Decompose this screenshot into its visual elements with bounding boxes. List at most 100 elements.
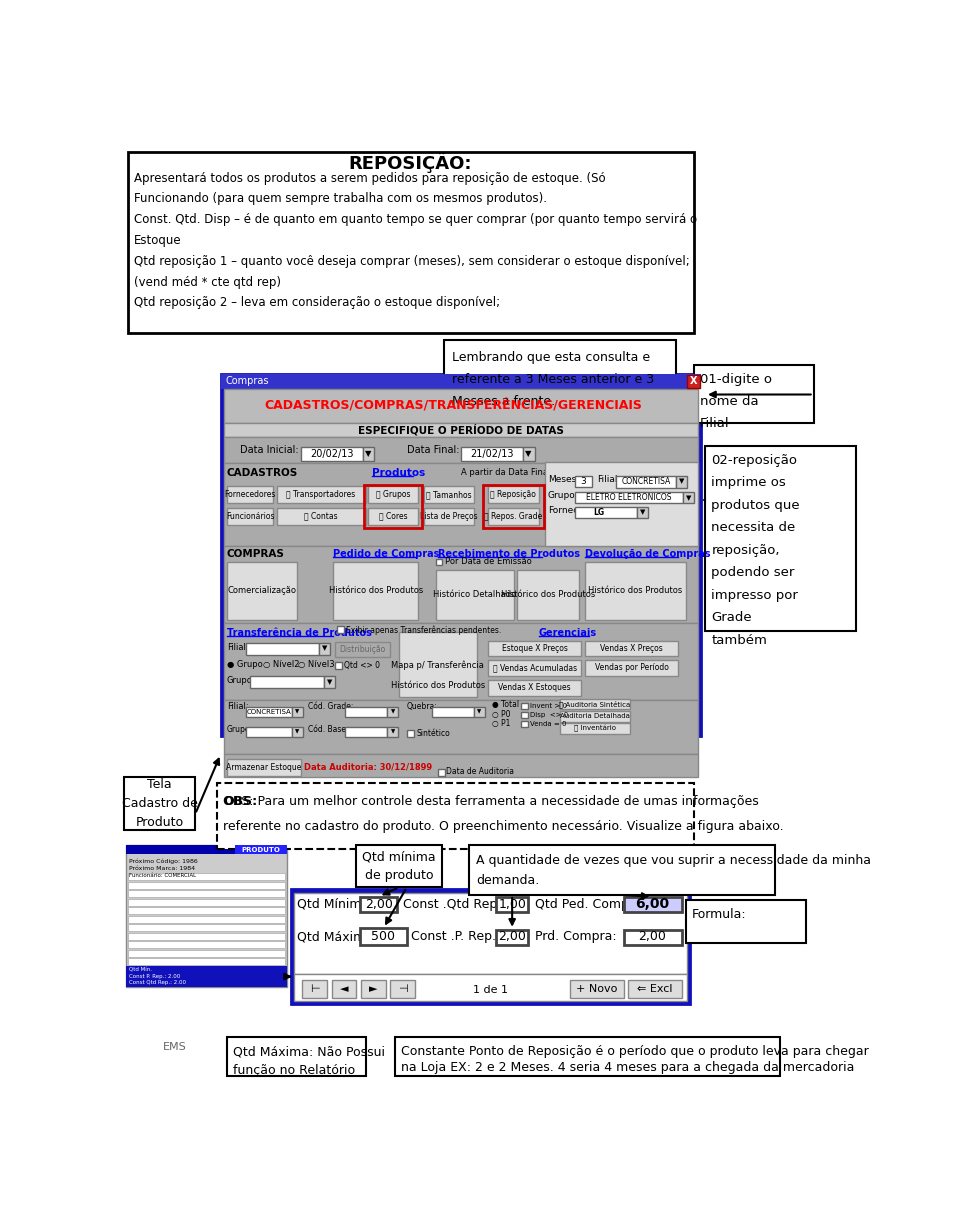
Text: Funcionários: Funcionários <box>226 512 275 521</box>
Text: COMPRAS: COMPRAS <box>227 549 285 559</box>
Text: Const P. Rep.: 2.00: Const P. Rep.: 2.00 <box>130 974 180 979</box>
Bar <box>126 966 287 988</box>
Bar <box>356 844 442 887</box>
Text: Grupo:: Grupo: <box>227 676 255 685</box>
Text: Data de Auditoria: Data de Auditoria <box>446 768 515 776</box>
Bar <box>246 643 319 655</box>
Bar <box>521 712 528 718</box>
Text: Cód. Base:: Cód. Base: <box>307 725 348 734</box>
Bar <box>363 447 374 460</box>
Text: Estoque: Estoque <box>134 234 181 247</box>
Bar <box>128 916 285 922</box>
Text: CADASTROS: CADASTROS <box>227 468 299 477</box>
Text: Recebimento de Produtos: Recebimento de Produtos <box>438 549 580 559</box>
Bar <box>575 507 636 518</box>
Bar <box>276 508 366 525</box>
Bar <box>128 967 285 973</box>
Text: Qtd Máxima:: Qtd Máxima: <box>297 931 377 943</box>
Text: Vendas X Preços: Vendas X Preços <box>600 644 662 654</box>
Text: 500: 500 <box>372 931 396 943</box>
Text: Próximo Código: 1986: Próximo Código: 1986 <box>130 859 198 864</box>
Bar <box>561 699 630 710</box>
Text: Data Auditoria: 30/12/1899: Data Auditoria: 30/12/1899 <box>304 763 433 772</box>
Bar <box>521 720 528 727</box>
Text: Const Qtd Rep.: 2.00: Const Qtd Rep.: 2.00 <box>130 981 186 985</box>
Text: ⎙ Transportadores: ⎙ Transportadores <box>286 490 356 499</box>
Text: Gerenciais: Gerenciais <box>539 628 596 638</box>
Bar <box>438 769 444 775</box>
Bar <box>126 844 287 988</box>
Text: ▼: ▼ <box>296 729 300 734</box>
Bar <box>360 928 407 945</box>
Bar <box>221 374 701 389</box>
Bar <box>436 559 443 565</box>
Bar <box>444 340 677 413</box>
Text: Mapa p/ Transferência: Mapa p/ Transferência <box>392 660 484 669</box>
Bar <box>124 778 195 830</box>
Bar <box>423 486 474 503</box>
Text: Filial:: Filial: <box>596 475 620 485</box>
Text: Lembrando que esta consulta e
referente a 3 Meses anterior e 3
Messes a frente.: Lembrando que esta consulta e referente … <box>452 351 654 407</box>
Bar <box>331 979 356 999</box>
Text: ⎙ Reposição: ⎙ Reposição <box>491 490 537 499</box>
Bar <box>128 950 285 956</box>
Bar <box>432 707 474 717</box>
Bar <box>335 642 390 657</box>
Text: Estoque X Preços: Estoque X Preços <box>502 644 567 654</box>
Text: ▼: ▼ <box>391 710 395 714</box>
Bar <box>221 374 701 735</box>
Bar <box>496 929 528 945</box>
Text: ○ Nível3: ○ Nível3 <box>299 660 335 669</box>
Text: ⎙ Repos. Grade: ⎙ Repos. Grade <box>484 512 542 521</box>
Text: Constante Ponto de Reposição é o período que o produto leva para chegar: Constante Ponto de Reposição é o período… <box>401 1045 869 1058</box>
Text: Histórico dos Produtos: Histórico dos Produtos <box>391 682 485 690</box>
Text: Data Final:: Data Final: <box>407 445 460 454</box>
Text: ESPECIFIQUE O PERÍODO DE DATAS: ESPECIFIQUE O PERÍODO DE DATAS <box>358 424 564 436</box>
Text: 1 de 1: 1 de 1 <box>472 985 508 995</box>
Text: Filial:: Filial: <box>227 702 249 711</box>
Bar <box>585 640 678 656</box>
Text: Transferência de Produtos: Transferência de Produtos <box>227 628 372 638</box>
Bar <box>561 723 630 734</box>
Bar <box>388 707 398 717</box>
Text: ▼: ▼ <box>322 645 327 651</box>
Text: LG: LG <box>592 508 604 516</box>
Text: ▼: ▼ <box>525 450 532 458</box>
Text: Qtd Mín.: Qtd Mín. <box>130 968 153 973</box>
Bar <box>300 447 363 460</box>
Text: Vendas X Estoques: Vendas X Estoques <box>498 683 571 693</box>
Text: Próximo Marca: 1984: Próximo Marca: 1984 <box>130 866 196 871</box>
Bar <box>292 727 303 738</box>
Bar <box>364 485 422 527</box>
Text: ⎙ Tamanhos: ⎙ Tamanhos <box>426 490 471 499</box>
Text: Vendas por Período: Vendas por Período <box>594 663 668 672</box>
Bar <box>224 463 698 547</box>
Bar <box>335 662 343 668</box>
Text: ▼: ▼ <box>686 495 691 501</box>
Text: ⎙ Inventário: ⎙ Inventário <box>574 725 616 733</box>
Text: Qtd Mínima:: Qtd Mínima: <box>297 898 373 911</box>
Bar <box>693 366 814 423</box>
Text: PRODUTO: PRODUTO <box>242 847 280 853</box>
Bar <box>521 702 528 708</box>
Text: ⊣: ⊣ <box>398 984 408 994</box>
Text: Tela
Cadastro de
Produto: Tela Cadastro de Produto <box>122 778 198 829</box>
Text: Pedido de Compras: Pedido de Compras <box>333 549 440 559</box>
Text: 2,00: 2,00 <box>365 898 393 911</box>
Bar <box>474 707 485 717</box>
Bar <box>706 446 856 631</box>
Bar <box>302 979 327 999</box>
Text: Prd. Compra:: Prd. Compra: <box>535 931 616 943</box>
Text: ○ Nível2: ○ Nível2 <box>263 660 300 669</box>
Bar <box>388 727 398 738</box>
Bar <box>276 486 366 503</box>
Text: ○ P0: ○ P0 <box>492 710 511 718</box>
Text: Histórico dos Produtos: Histórico dos Produtos <box>328 587 422 595</box>
Text: Data Inicial:: Data Inicial: <box>240 445 299 454</box>
Text: Grupo:: Grupo: <box>548 491 579 499</box>
Text: Por Data de Emissão: Por Data de Emissão <box>444 558 532 566</box>
Bar <box>224 437 698 463</box>
Text: Fornec:: Fornec: <box>548 507 581 515</box>
Text: 2,00: 2,00 <box>498 931 526 943</box>
Text: Const .Qtd Rep.:: Const .Qtd Rep.: <box>403 898 505 911</box>
